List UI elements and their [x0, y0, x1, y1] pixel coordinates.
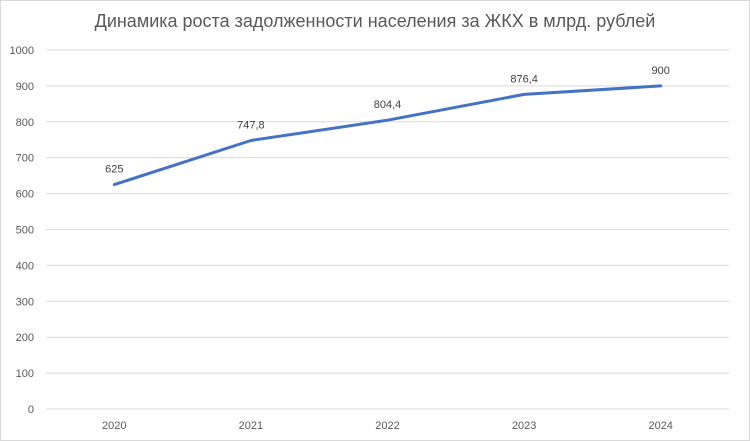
y-tick-label: 0 — [28, 404, 34, 416]
y-tick-label: 200 — [16, 332, 34, 344]
y-tick-label: 900 — [16, 81, 34, 93]
y-tick-label: 500 — [16, 225, 34, 237]
y-tick-label: 600 — [16, 189, 34, 201]
y-tick-label: 700 — [16, 153, 34, 165]
y-tick-label: 400 — [16, 260, 34, 272]
x-tick-label: 2022 — [375, 420, 399, 432]
data-label: 804,4 — [374, 99, 402, 111]
y-tick-label: 800 — [16, 117, 34, 129]
data-label: 876,4 — [510, 73, 538, 85]
y-tick-label: 100 — [16, 368, 34, 380]
data-label: 900 — [652, 65, 670, 77]
y-tick-label: 300 — [16, 296, 34, 308]
series-line — [112, 84, 663, 187]
chart-title: Динамика роста задолженности населения з… — [94, 11, 656, 31]
data-label: 625 — [105, 164, 123, 176]
x-tick-label: 2021 — [239, 420, 263, 432]
y-tick-label: 1000 — [10, 45, 34, 57]
data-label: 747,8 — [237, 120, 265, 132]
x-tick-label: 2024 — [648, 420, 672, 432]
x-tick-label: 2020 — [102, 420, 126, 432]
x-tick-label: 2023 — [512, 420, 536, 432]
